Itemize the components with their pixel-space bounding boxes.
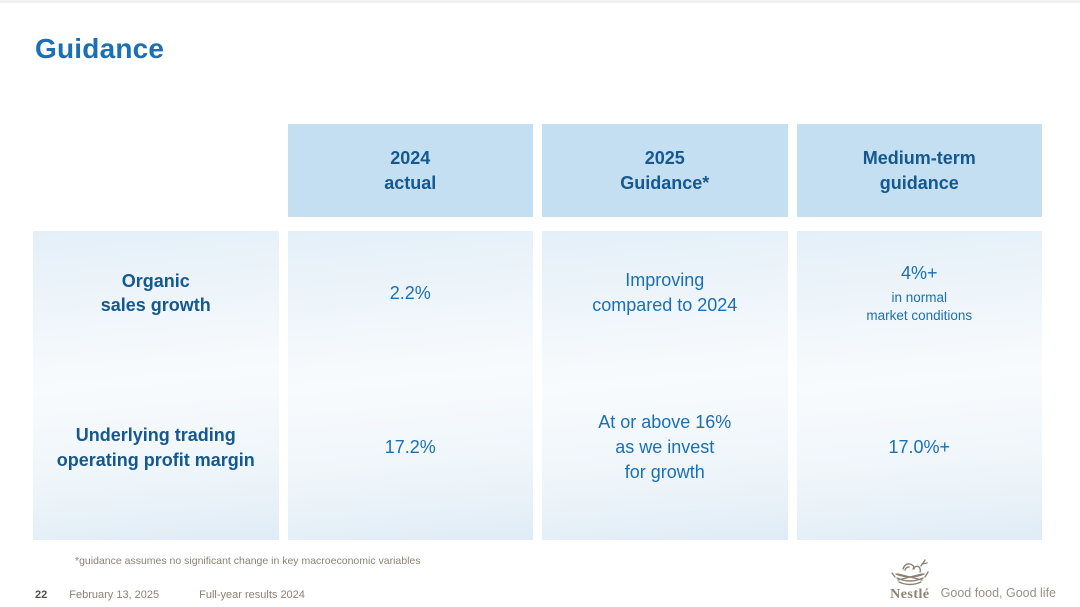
row-label-column: Organic sales growth Underlying trading … [33,231,279,540]
column-2024-actual: 2.2% 17.2% [287,231,533,540]
column-header-medium-term: Medium-term guidance [796,124,1042,217]
cell-margin-medium-term: 17.0%+ [888,437,951,458]
nest-icon [891,557,929,587]
footer-date: February 13, 2025 [69,589,160,601]
cell-margin-2024: 17.2% [384,437,436,458]
page-number: 22 [35,589,48,601]
nestle-wordmark: Nestlé [890,587,930,602]
row-label-underlying-margin: Underlying trading operating profit marg… [56,425,255,470]
header-spacer [33,124,279,217]
guidance-table: 2024 actual 2025 Guidance* Medium-term g… [33,124,1042,540]
column-header-2024-actual: 2024 actual [287,124,533,217]
column-header-2025-guidance: 2025 Guidance* [542,124,788,217]
page-title: Guidance [35,33,165,64]
cell-organic-2025: Improving compared to 2024 [592,270,738,316]
nestle-brand-block: Nestlé Good food, Good life [890,557,1056,602]
footnote: *guidance assumes no significant change … [75,555,421,567]
nestle-logo: Nestlé [890,557,930,602]
footer-document-title: Full-year results 2024 [199,589,305,601]
column-medium-term: 4%+ in normal market conditions 17.0%+ [796,231,1042,540]
row-label-organic-sales-growth: Organic sales growth [100,270,211,316]
slide-footer: 22 February 13, 2025 Full-year results 2… [35,589,305,601]
column-2025-guidance: Improving compared to 2024 At or above 1… [542,231,788,540]
cell-organic-2024: 2.2% [389,282,431,303]
cell-organic-medium-term: 4%+ in normal market conditions [866,263,973,323]
cell-margin-2025: At or above 16% as we invest for growth [598,411,732,483]
brand-tagline: Good food, Good life [940,586,1056,601]
